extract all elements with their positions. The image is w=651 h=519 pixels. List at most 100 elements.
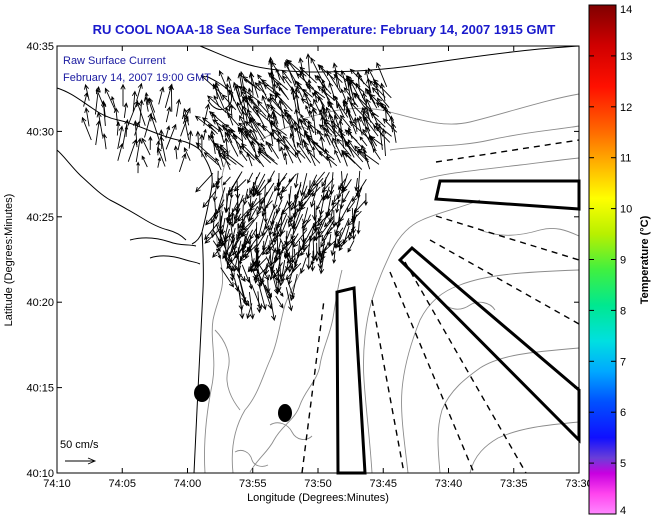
current-vector <box>313 98 324 119</box>
current-vector <box>246 303 253 320</box>
coastline-raritan-bay <box>56 149 187 241</box>
y-axis-label: Latitude (Degrees:Minutes) <box>3 194 15 327</box>
current-vector <box>266 103 282 117</box>
current-vector <box>168 84 175 112</box>
current-vector <box>84 107 90 127</box>
current-vector <box>365 87 378 109</box>
current-vector <box>135 137 142 163</box>
current-vector <box>256 191 268 216</box>
coastline-inner-harbor <box>205 75 233 111</box>
current-vector <box>281 269 286 283</box>
bathymetry-contour-p <box>234 449 269 467</box>
current-vector <box>294 93 301 116</box>
current-vector <box>372 147 381 160</box>
current-vector <box>236 221 246 241</box>
current-vector <box>195 172 214 193</box>
current-vector <box>373 124 391 143</box>
current-vector <box>143 96 149 112</box>
current-vector <box>366 98 379 125</box>
current-vector <box>175 98 182 117</box>
coastline <box>56 45 580 474</box>
current-vector <box>219 146 231 170</box>
colorbar-tick-label: 6 <box>620 407 626 419</box>
x-axis-ticks: 74:10 74:05 74:00 73:55 73:50 73:45 73:40 73:35… <box>43 46 593 490</box>
x-tick-label: 73:35 <box>500 478 528 490</box>
current-vector <box>178 152 187 173</box>
current-vector <box>157 156 162 168</box>
current-vector <box>352 92 371 110</box>
current-vector <box>269 96 288 118</box>
current-vector <box>283 151 288 165</box>
current-vector <box>289 132 297 151</box>
current-vector <box>246 108 259 126</box>
current-vector <box>159 135 167 162</box>
current-vector <box>346 201 356 213</box>
current-vector <box>346 130 366 152</box>
current-vector <box>367 67 379 88</box>
current-vector <box>241 230 249 251</box>
current-vector <box>225 106 234 126</box>
current-vector <box>104 87 117 112</box>
current-vector <box>299 66 317 84</box>
current-vector <box>218 70 229 93</box>
current-vector <box>218 126 225 143</box>
plot-area: 50 cm/s Raw Surface Current February 14,… <box>56 45 581 475</box>
current-vector <box>334 149 341 163</box>
current-vector <box>268 232 277 254</box>
current-vector <box>222 218 230 241</box>
current-vector <box>305 53 311 79</box>
current-vector <box>300 98 317 111</box>
current-vector <box>332 137 343 158</box>
colorbar-tick-label: 14 <box>620 4 632 16</box>
current-vector <box>321 105 328 121</box>
current-vector <box>212 183 218 202</box>
current-vector <box>202 190 217 209</box>
coastline-shrewsbury <box>149 255 201 265</box>
current-vector <box>194 115 216 132</box>
current-vector <box>260 79 281 96</box>
current-vector <box>158 86 165 105</box>
current-vector <box>296 149 306 159</box>
current-vector <box>116 121 121 136</box>
current-vector <box>343 87 359 108</box>
current-vector <box>310 107 317 136</box>
current-vector <box>269 122 287 136</box>
current-vector <box>306 249 312 271</box>
current-vector <box>222 176 231 186</box>
current-vector <box>200 75 223 95</box>
buoy-markers <box>194 384 292 422</box>
current-vector <box>292 249 301 272</box>
y-tick-label: 40:25 <box>26 212 54 224</box>
current-vector <box>239 114 251 137</box>
current-vector <box>332 94 349 118</box>
current-vector <box>274 92 293 112</box>
current-vector <box>141 137 151 156</box>
current-vector <box>355 185 360 197</box>
current-vector <box>228 197 245 218</box>
current-vector <box>240 143 261 164</box>
current-vector <box>307 78 312 93</box>
current-vector <box>246 197 258 218</box>
current-vector <box>239 279 248 307</box>
current-vector <box>272 82 278 101</box>
current-vector <box>272 113 278 128</box>
current-vector <box>113 107 119 126</box>
current-vector <box>290 191 299 212</box>
current-vector <box>127 138 137 162</box>
current-vector <box>247 191 253 208</box>
current-vector <box>319 135 325 152</box>
current-vector <box>183 146 191 161</box>
y-tick-label: 40:10 <box>26 468 54 480</box>
y-tick-label: 40:15 <box>26 383 54 395</box>
current-vector <box>234 84 243 107</box>
current-vector <box>309 102 318 115</box>
current-vector <box>239 292 245 320</box>
current-vector <box>355 82 366 102</box>
colorbar-tick-label: 8 <box>620 305 626 317</box>
current-vector <box>296 124 304 149</box>
current-vector <box>261 124 280 144</box>
current-vector <box>377 124 383 150</box>
current-vector <box>261 191 274 217</box>
current-vector <box>293 172 299 189</box>
